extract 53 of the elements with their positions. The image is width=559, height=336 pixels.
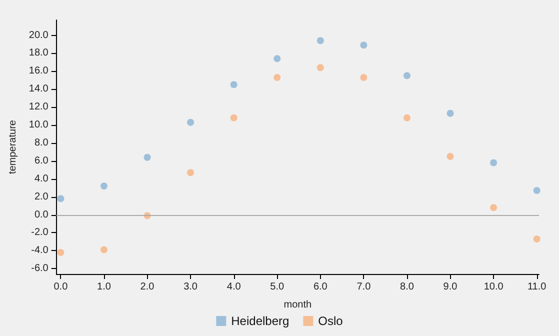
- x-tick-label: 7.0: [356, 282, 372, 292]
- point: [57, 195, 64, 202]
- y-tick-label: 0.0: [34, 209, 49, 220]
- point: [490, 159, 498, 166]
- point: [274, 55, 281, 62]
- point: [533, 187, 540, 194]
- y-tick-label: -2.0: [31, 227, 49, 238]
- y-tick-label: -4.0: [31, 245, 49, 256]
- point: [490, 204, 498, 212]
- y-tick-label: 16.0: [28, 66, 49, 77]
- point: [533, 236, 540, 242]
- x-tick-label: 4.0: [226, 282, 242, 292]
- point: [100, 246, 108, 254]
- point: [187, 169, 194, 176]
- point: [230, 114, 238, 122]
- x-tick-label: 0.0: [54, 282, 68, 292]
- y-tick-label: 14.0: [28, 84, 49, 95]
- x-tick-label: 1.0: [97, 282, 112, 292]
- x-tick-label: 3.0: [184, 282, 198, 292]
- y-tick-label: 20.0: [28, 30, 49, 41]
- x-axis-title: month: [284, 300, 312, 310]
- point: [187, 118, 194, 126]
- x-tick-label: 11.0: [527, 282, 547, 292]
- point: [446, 152, 454, 160]
- point: [403, 114, 410, 122]
- point: [360, 42, 368, 49]
- y-axis-title: temperature: [8, 120, 18, 174]
- x-tick-label: 10.0: [484, 282, 504, 292]
- y-tick-label: 4.0: [34, 173, 49, 184]
- point: [403, 72, 410, 80]
- y-tick-label: 12.0: [28, 102, 49, 113]
- point: [316, 37, 324, 44]
- point: [57, 248, 64, 256]
- y-tick-label: 6.0: [34, 155, 49, 166]
- y-tick-label: -6.0: [31, 263, 49, 274]
- y-tick-label: 8.0: [34, 137, 49, 148]
- point: [144, 154, 151, 161]
- x-tick-label: 5.0: [270, 282, 285, 292]
- x-tick-label: 9.0: [443, 282, 458, 292]
- point: [100, 182, 108, 190]
- y-tick-label: 18.0: [28, 48, 49, 59]
- point: [274, 74, 281, 81]
- x-tick-label: 8.0: [400, 282, 414, 292]
- point: [230, 81, 238, 88]
- y-tick-label: 2.0: [34, 191, 49, 202]
- point: [316, 64, 324, 72]
- point: [360, 74, 368, 81]
- legend-label: Oslo: [318, 314, 344, 328]
- point: [446, 110, 454, 117]
- legend-label: Heidelberg: [231, 314, 290, 328]
- x-tick-label: 6.0: [313, 282, 328, 292]
- x-tick-label: 2.0: [140, 282, 155, 292]
- y-tick-label: 10.0: [28, 120, 49, 131]
